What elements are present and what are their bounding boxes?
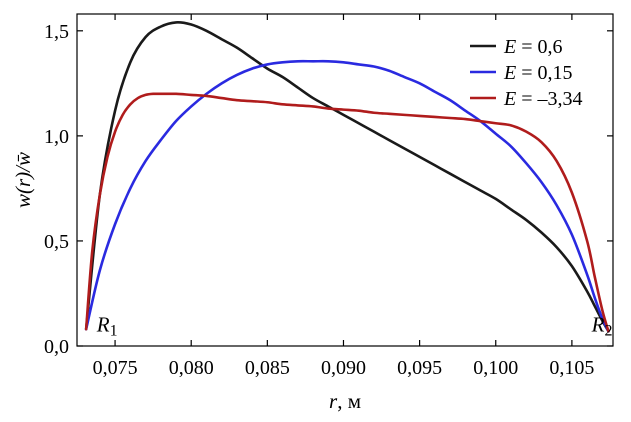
series-line-2: [84, 59, 610, 333]
x-tick-label: 0,080: [169, 357, 214, 379]
y-axis-ticks: 0,0 0,5 1,0 1,5: [44, 21, 613, 358]
series-line-1: [84, 21, 610, 333]
y-tick-label: 0,5: [44, 231, 69, 253]
legend-label-1: E = 0,6: [503, 36, 563, 58]
x-tick-label: 0,100: [473, 357, 518, 379]
annotation-r1: R1: [96, 312, 118, 339]
legend-label-2: E = 0,15: [503, 62, 573, 84]
legend-label-3: E = –3,34: [503, 88, 583, 110]
y-tick-label: 1,5: [44, 21, 69, 43]
x-tick-label: 0,095: [397, 357, 442, 379]
x-axis-label-var: r: [329, 389, 338, 413]
x-tick-label: 0,090: [321, 357, 366, 379]
y-tick-label: 1,0: [44, 126, 69, 148]
legend: E = 0,6 E = 0,15 E = –3,34: [470, 36, 583, 110]
annotation-r2: R2: [591, 312, 613, 339]
x-tick-label: 0,075: [93, 357, 138, 379]
x-axis-label: r, м: [329, 389, 361, 413]
x-axis-ticks: 0,075 0,080 0,085 0,090 0,095 0,100 0,105: [93, 14, 594, 379]
x-tick-label: 0,085: [245, 357, 290, 379]
series-layer: [84, 21, 610, 333]
x-tick-label: 0,105: [549, 357, 594, 379]
annotation-layer: R1 R2: [96, 312, 613, 339]
x-axis-label-unit: , м: [337, 389, 361, 413]
y-axis-label-text: w(r)/w̄: [11, 152, 35, 208]
series-line-3: [84, 92, 610, 333]
y-tick-label: 0,0: [44, 336, 69, 358]
y-axis-label: w(r)/w̄: [11, 152, 35, 208]
plot-frame: [76, 13, 614, 347]
